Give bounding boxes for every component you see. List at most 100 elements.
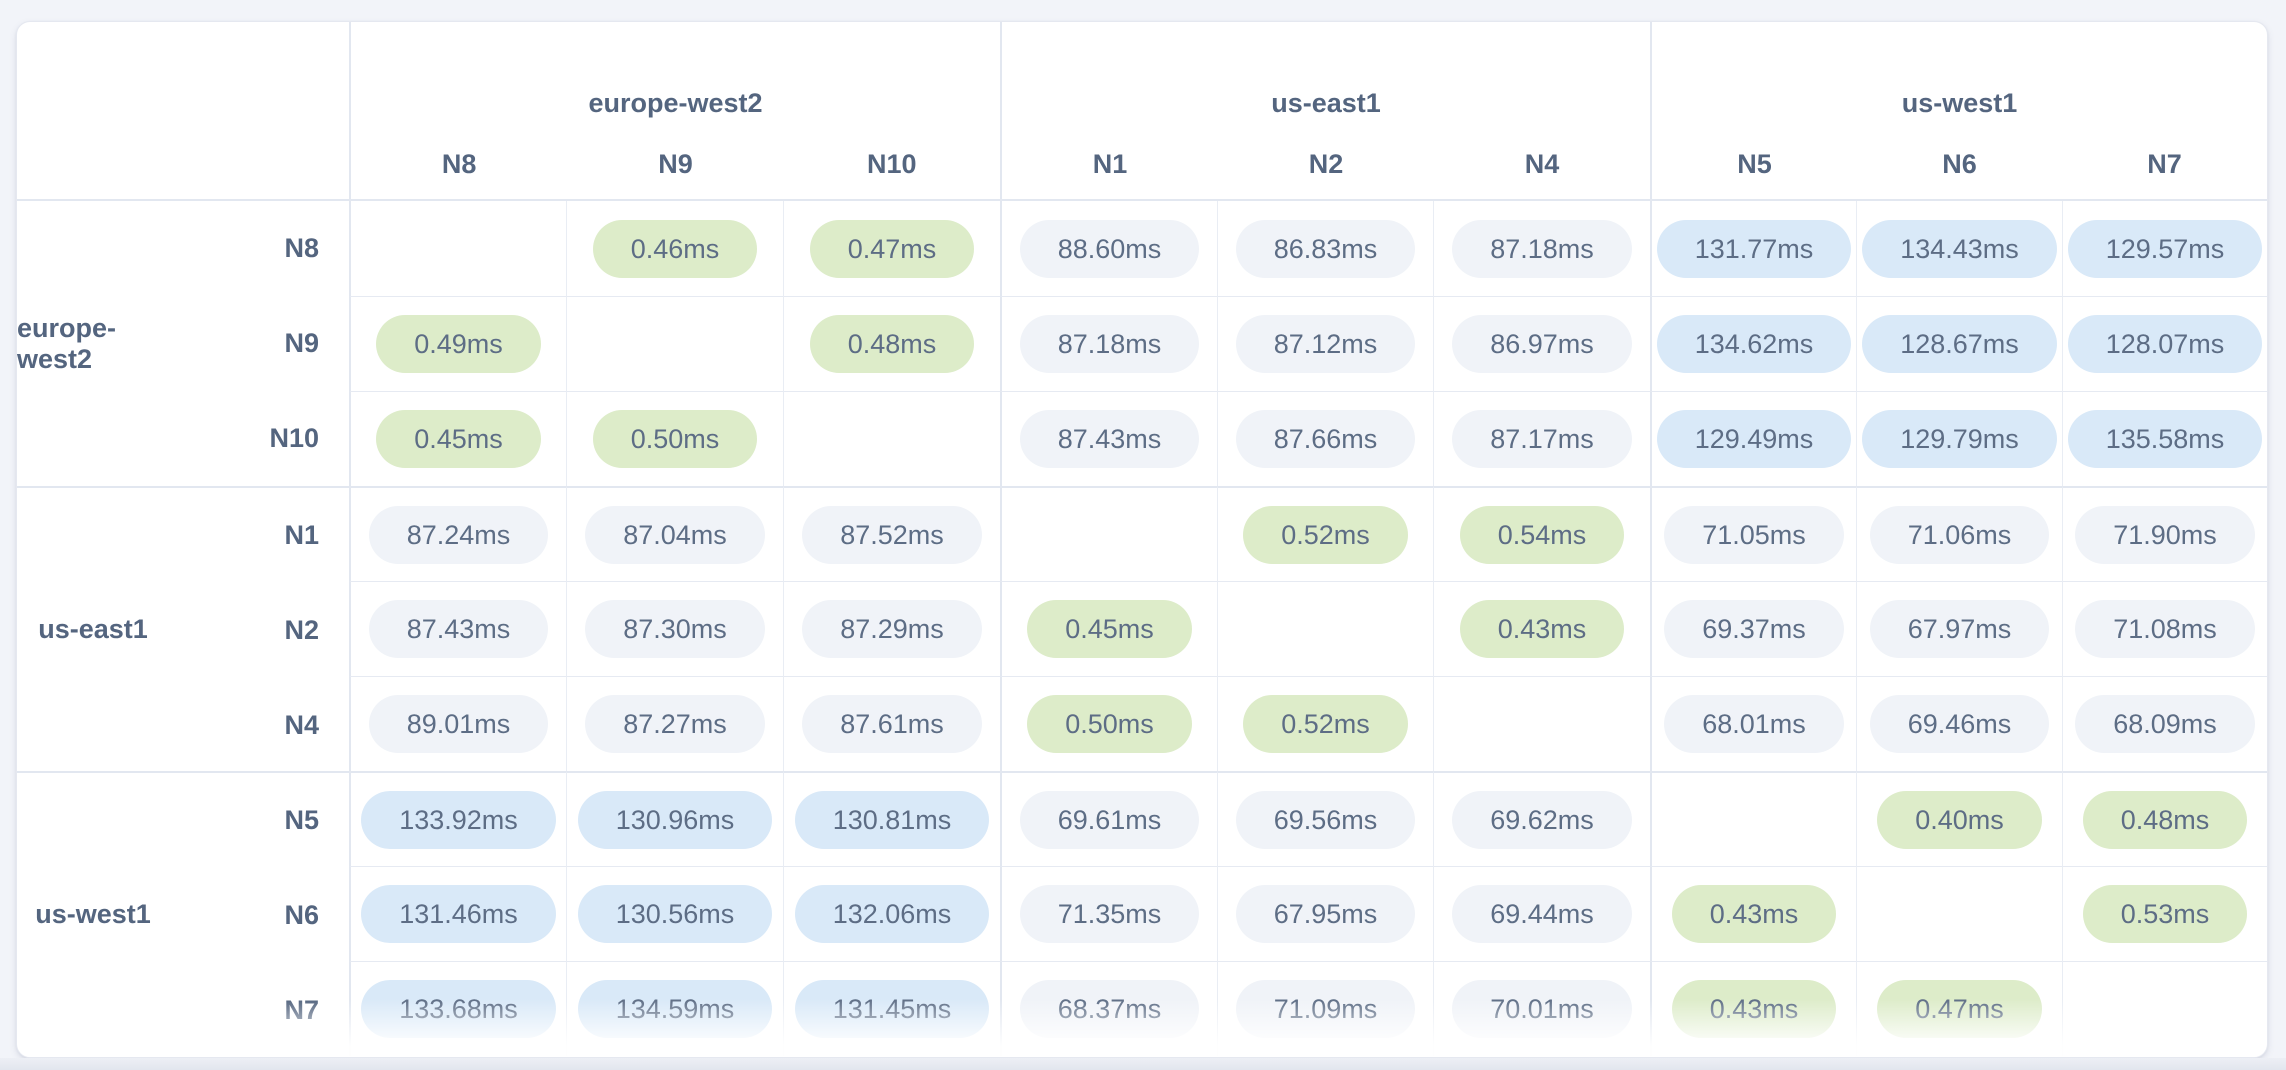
latency-pill[interactable]: 68.09ms [2075, 695, 2255, 753]
latency-pill[interactable]: 0.50ms [1027, 695, 1192, 753]
latency-pill[interactable]: 129.79ms [1862, 410, 2057, 468]
latency-pill[interactable]: 131.77ms [1656, 219, 1852, 278]
latency-pill[interactable]: 0.47ms [809, 219, 975, 278]
latency-pill[interactable]: 70.01ms [1452, 980, 1632, 1038]
latency-pill[interactable]: 87.43ms [1019, 410, 1200, 468]
row-header-N1: N1 [284, 520, 319, 550]
latency-pill[interactable]: 87.43ms [368, 600, 549, 658]
latency-pill[interactable]: 69.56ms [1235, 790, 1416, 849]
latency-pill[interactable]: 134.59ms [577, 980, 773, 1038]
latency-pill[interactable]: 89.01ms [368, 695, 549, 753]
latency-pill[interactable]: 128.07ms [2067, 315, 2263, 373]
latency-cell-N10-N5: 129.49ms [1650, 391, 1856, 486]
latency-pill[interactable]: 87.66ms [1235, 410, 1416, 468]
latency-pill[interactable]: 69.37ms [1664, 600, 1844, 658]
latency-pill[interactable]: 69.44ms [1452, 885, 1632, 943]
latency-pill[interactable]: 87.27ms [585, 695, 765, 753]
latency-pill[interactable]: 133.68ms [361, 980, 556, 1038]
latency-cell-N8-N9: 0.46ms [566, 201, 783, 296]
latency-pill[interactable]: 0.43ms [1459, 600, 1625, 658]
latency-pill[interactable]: 67.97ms [1869, 600, 2050, 658]
latency-pill[interactable]: 87.12ms [1235, 315, 1416, 373]
latency-pill[interactable]: 0.45ms [376, 410, 541, 468]
latency-pill[interactable]: 129.57ms [2067, 219, 2263, 278]
latency-pill[interactable]: 71.05ms [1664, 505, 1844, 564]
latency-pill[interactable]: 0.46ms [592, 219, 758, 278]
latency-pill[interactable]: 71.06ms [1869, 505, 2050, 564]
latency-pill[interactable]: 86.83ms [1235, 219, 1416, 278]
latency-cell-N9-N9 [566, 296, 783, 391]
row-node-labels: N1 N2 N4 [169, 488, 349, 771]
latency-pill[interactable]: 0.52ms [1243, 695, 1408, 753]
latency-cell-N2-N2 [1217, 581, 1433, 676]
latency-pill[interactable]: 128.67ms [1862, 315, 2057, 373]
latency-pill[interactable]: 132.06ms [794, 885, 990, 943]
latency-pill[interactable]: 0.40ms [1877, 790, 2042, 849]
latency-cell-N8-N4: 87.18ms [1433, 201, 1650, 296]
latency-cell-N6-N8: 131.46ms [349, 866, 566, 961]
latency-cell-N4-N10: 87.61ms [783, 676, 1000, 771]
latency-pill[interactable]: 87.61ms [802, 695, 982, 753]
latency-pill[interactable]: 0.50ms [592, 410, 758, 468]
latency-cell-N8-N1: 88.60ms [1000, 201, 1217, 296]
latency-pill[interactable]: 134.62ms [1656, 315, 1852, 373]
latency-pill[interactable]: 0.47ms [1877, 980, 2042, 1038]
latency-cell-N5-N4: 69.62ms [1433, 771, 1650, 866]
latency-pill[interactable]: 130.81ms [794, 790, 990, 849]
latency-pill[interactable]: 0.48ms [2082, 790, 2248, 849]
latency-cell-N7-N1: 68.37ms [1000, 961, 1217, 1056]
latency-pill[interactable]: 131.46ms [361, 885, 556, 943]
latency-cell-N7-N2: 71.09ms [1217, 961, 1433, 1056]
latency-pill[interactable]: 67.95ms [1235, 885, 1416, 943]
latency-pill[interactable]: 0.45ms [1027, 600, 1192, 658]
latency-pill[interactable]: 68.01ms [1664, 695, 1844, 753]
latency-pill[interactable]: 68.37ms [1019, 980, 1200, 1038]
latency-pill[interactable]: 87.18ms [1452, 219, 1632, 278]
row-node-labels: N8 N9 N10 [169, 201, 349, 486]
latency-pill[interactable]: 71.08ms [2075, 600, 2255, 658]
latency-cell-N6-N7: 0.53ms [2062, 866, 2267, 961]
latency-cell-N2-N6: 67.97ms [1856, 581, 2062, 676]
latency-pill[interactable]: 69.62ms [1452, 790, 1632, 849]
column-group-region-label: us-west1 [1901, 88, 2018, 118]
latency-pill[interactable]: 135.58ms [2067, 410, 2263, 468]
latency-cell-N8-N8 [349, 201, 566, 296]
latency-pill[interactable]: 130.96ms [577, 790, 773, 849]
row-region-wrap: us-west1 [17, 773, 169, 1056]
latency-pill[interactable]: 87.52ms [802, 505, 982, 564]
latency-cell-N6-N1: 71.35ms [1000, 866, 1217, 961]
latency-cell-N7-N9: 134.59ms [566, 961, 783, 1056]
latency-pill[interactable]: 0.43ms [1671, 980, 1837, 1038]
latency-pill[interactable]: 134.43ms [1862, 219, 2057, 278]
latency-pill[interactable]: 0.48ms [809, 315, 975, 373]
latency-pill[interactable]: 71.35ms [1019, 885, 1200, 943]
latency-pill[interactable]: 0.43ms [1671, 885, 1837, 943]
latency-cell-N1-N8: 87.24ms [349, 486, 566, 581]
latency-pill[interactable]: 129.49ms [1656, 410, 1852, 468]
latency-pill[interactable]: 71.90ms [2075, 505, 2255, 564]
latency-pill[interactable]: 0.52ms [1243, 505, 1408, 564]
row-header-N4: N4 [284, 710, 319, 740]
latency-pill[interactable]: 130.56ms [577, 885, 773, 943]
latency-pill[interactable]: 69.61ms [1019, 790, 1200, 849]
row-group-region-label: us-east1 [38, 614, 148, 644]
latency-pill[interactable]: 87.18ms [1019, 315, 1200, 373]
latency-pill[interactable]: 131.45ms [794, 980, 990, 1038]
column-group-region-label: europe-west2 [588, 88, 763, 118]
latency-pill[interactable]: 87.17ms [1452, 410, 1632, 468]
latency-pill[interactable]: 0.53ms [2082, 885, 2248, 943]
latency-pill[interactable]: 0.54ms [1459, 505, 1625, 564]
latency-pill[interactable]: 133.92ms [361, 790, 556, 849]
latency-pill[interactable]: 86.97ms [1452, 315, 1632, 373]
latency-pill[interactable]: 87.04ms [585, 505, 765, 564]
latency-pill[interactable]: 87.24ms [368, 505, 549, 564]
latency-pill[interactable]: 71.09ms [1235, 980, 1416, 1038]
column-header-N8: N8 [441, 149, 477, 179]
latency-pill[interactable]: 87.30ms [585, 600, 765, 658]
latency-pill[interactable]: 88.60ms [1019, 219, 1200, 278]
latency-pill[interactable]: 0.49ms [376, 315, 541, 373]
latency-pill[interactable]: 69.46ms [1869, 695, 2050, 753]
latency-matrix-grid: europe-west2 N8 N9 N10 us-east1 N1 N2 N4 us-west… [17, 22, 2267, 1056]
row-header-N2: N2 [284, 615, 319, 645]
latency-pill[interactable]: 87.29ms [802, 600, 982, 658]
